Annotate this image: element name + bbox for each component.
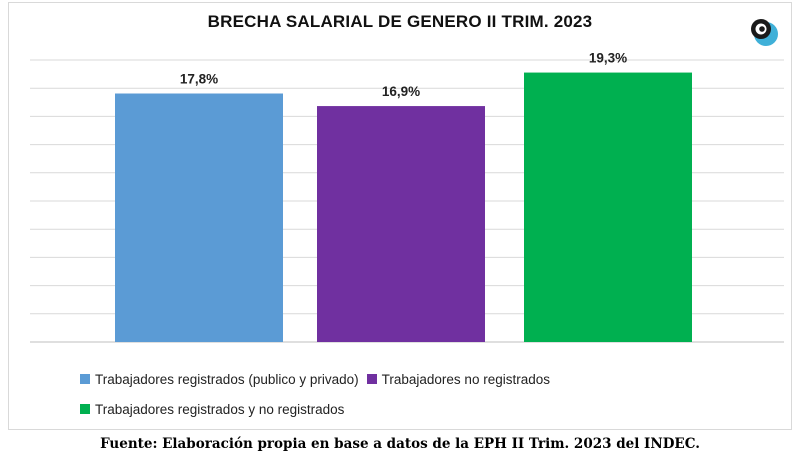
legend-swatch [80, 404, 90, 414]
chart-title: BRECHA SALARIAL DE GENERO II TRIM. 2023 [207, 12, 593, 31]
legend: Trabajadores registrados (publico y priv… [80, 368, 720, 428]
legend-swatch [366, 374, 377, 384]
legend-row-1: Trabajadores registrados (publico y priv… [80, 368, 720, 390]
legend-item-all: Trabajadores registrados y no registrado… [80, 402, 344, 417]
legend-swatch [80, 374, 90, 384]
bar-3 [524, 72, 692, 342]
data-labels: 17,8% 16,9% 19,3% [180, 51, 627, 100]
source-note: Fuente: Elaboración propia en base a dat… [100, 436, 700, 452]
legend-label: Trabajadores no registrados [381, 371, 550, 387]
legend-label: Trabajadores registrados (publico y priv… [95, 371, 359, 387]
bar-1 [115, 93, 283, 343]
brand-logo-icon [751, 19, 778, 46]
data-label-2: 16,9% [382, 84, 420, 99]
legend-item-registered: Trabajadores registrados (publico y priv… [80, 372, 359, 387]
data-label-1: 17,8% [180, 72, 218, 87]
legend-row-2: Trabajadores registrados y no registrado… [80, 398, 720, 420]
bar-2 [317, 106, 485, 342]
legend-label: Trabajadores registrados y no registrado… [95, 401, 345, 417]
bars [115, 72, 692, 343]
data-label-3: 19,3% [589, 51, 627, 66]
legend-item-unregistered: Trabajadores no registrados [366, 371, 550, 387]
